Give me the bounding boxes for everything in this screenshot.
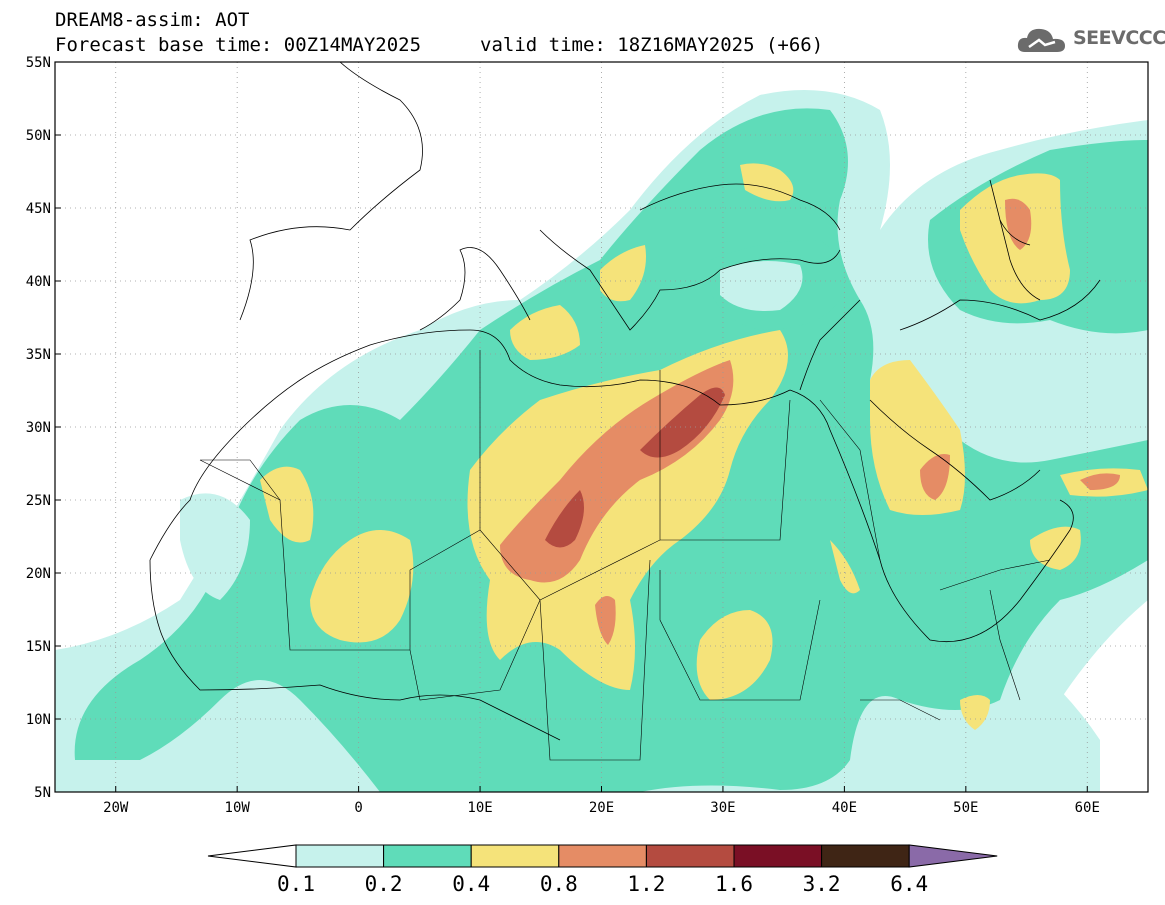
lon-tick-label: 30E [710, 800, 735, 816]
colorbar-label: 0.8 [539, 872, 578, 896]
colorbar-swatch [383, 844, 472, 868]
colorbar-label: 0.1 [277, 872, 315, 896]
forecast-base-time: Forecast base time: 00Z14MAY2025 [55, 34, 422, 56]
lat-tick-label: 20N [26, 566, 51, 582]
colorbar-label: 0.4 [452, 872, 491, 896]
lat-tick-label: 55N [26, 55, 51, 71]
colorbar-label: 1.6 [715, 872, 753, 896]
lon-tick-label: 40E [832, 800, 857, 816]
lon-tick-label: 20W [103, 800, 129, 816]
lon-tick-label: 20E [589, 800, 614, 816]
lat-tick-label: 15N [26, 639, 51, 655]
cloud-icon [1017, 28, 1065, 52]
borders [199, 350, 1051, 761]
lon-axis: 20W 10W 0 10E 20E 30E 40E 50E 60E [103, 786, 1100, 816]
lon-tick-label: 60E [1075, 800, 1100, 816]
colorbar-label: 6.4 [890, 872, 929, 896]
lat-tick-label: 45N [26, 201, 51, 217]
graticule [55, 62, 1148, 792]
colorbar-label: 3.2 [802, 872, 841, 896]
colorbar-swatch [470, 844, 560, 868]
colorbar [207, 844, 998, 868]
colorbar-extend-low [207, 844, 297, 868]
aot-holes [180, 261, 1060, 600]
lat-tick-label: 30N [26, 420, 51, 436]
lat-tick-label: 10N [26, 712, 51, 728]
lon-tick-label: 0 [354, 800, 362, 816]
aot-band-1.2 [545, 387, 725, 548]
colorbar-swatch [821, 844, 910, 868]
lon-tick-label: 10W [225, 800, 251, 816]
colorbar-label: 0.2 [364, 872, 403, 896]
colorbar-swatch [645, 844, 735, 868]
aot-field [55, 62, 1148, 792]
lat-tick-label: 25N [26, 493, 51, 509]
lat-tick-label: 40N [26, 274, 51, 290]
lon-tick-label: 50E [953, 800, 978, 816]
lon-tick-label: 10E [467, 800, 492, 816]
colorbar-label: 1.2 [627, 872, 666, 896]
colorbar-swatch [733, 844, 823, 868]
coastlines [149, 62, 1101, 741]
lat-axis: 5N 10N 15N 20N 25N 30N 35N 40N 45N 50N 55N [26, 55, 61, 801]
valid-time: valid time: 18Z16MAY2025 (+66) [480, 34, 824, 56]
colorbar-swatch [295, 844, 385, 868]
lat-tick-label: 35N [26, 347, 51, 363]
logo-text: SEEVCCC [1073, 27, 1165, 49]
chart-title: DREAM8-assim: AOT [55, 9, 250, 31]
colorbar-extend-high [908, 844, 998, 868]
lat-tick-label: 50N [26, 128, 51, 144]
colorbar-swatch [558, 844, 647, 868]
lat-tick-label: 5N [34, 785, 51, 801]
